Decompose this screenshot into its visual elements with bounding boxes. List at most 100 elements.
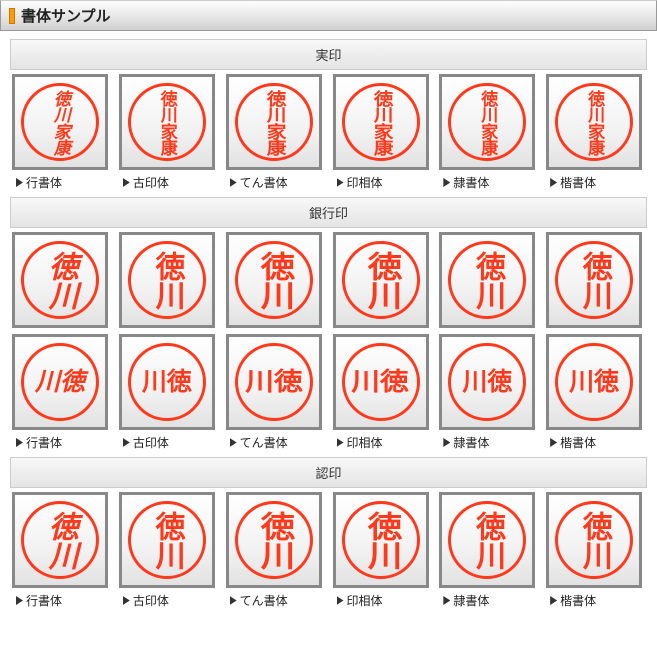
arrow-icon xyxy=(230,438,237,447)
seal-box[interactable]: 徳川家康 xyxy=(12,74,108,170)
seal-box[interactable]: 川徳 xyxy=(119,334,215,430)
font-style-name: 古印体 xyxy=(133,174,169,191)
seal-section: 認印徳川行書体徳川古印体徳川てん書体徳川印相体徳川隷書体徳川楷書体 xyxy=(10,457,647,609)
seal-cell: 徳川印相体 xyxy=(333,492,432,609)
seal-box[interactable]: 徳川 xyxy=(12,492,108,588)
font-style-name: 隷書体 xyxy=(453,434,489,451)
seal-box[interactable]: 徳川家康 xyxy=(333,74,429,170)
seal-circle: 川徳 xyxy=(342,343,420,421)
font-style-label: てん書体 xyxy=(226,174,325,191)
seal-circle: 徳川家康 xyxy=(235,83,313,161)
font-style-name: 行書体 xyxy=(26,434,62,451)
seal-cell: 徳川隷書体 xyxy=(439,492,538,609)
font-style-label: 隷書体 xyxy=(439,592,538,609)
seal-circle: 徳川 xyxy=(128,501,206,579)
font-style-label: 古印体 xyxy=(119,434,218,451)
seal-circle: 川徳 xyxy=(448,343,526,421)
seal-cell: 川徳楷書体 xyxy=(546,334,645,451)
seal-circle: 徳川 xyxy=(235,241,313,319)
arrow-icon xyxy=(16,178,23,187)
arrow-icon xyxy=(550,438,557,447)
seal-circle: 徳川家康 xyxy=(128,83,206,161)
seal-section: 実印徳川家康行書体徳川家康古印体徳川家康てん書体徳川家康印相体徳川家康隷書体徳川… xyxy=(10,39,647,191)
seal-circle: 徳川 xyxy=(21,501,99,579)
seal-circle: 徳川 xyxy=(21,241,99,319)
font-style-label: てん書体 xyxy=(226,434,325,451)
seal-cell: 徳川家康古印体 xyxy=(119,74,218,191)
seal-cell: 川徳隷書体 xyxy=(439,334,538,451)
seal-circle: 徳川家康 xyxy=(21,83,99,161)
seal-box[interactable]: 徳川家康 xyxy=(546,74,642,170)
seal-box[interactable]: 川徳 xyxy=(546,334,642,430)
seal-cell: 川徳行書体 xyxy=(12,334,111,451)
seal-box[interactable]: 徳川 xyxy=(439,232,535,328)
seal-cell: 徳川 xyxy=(333,232,432,328)
seal-box[interactable]: 徳川家康 xyxy=(439,74,535,170)
font-style-label: 印相体 xyxy=(333,434,432,451)
seal-box[interactable]: 徳川家康 xyxy=(226,74,322,170)
font-style-name: 隷書体 xyxy=(453,592,489,609)
font-style-label: 印相体 xyxy=(333,174,432,191)
content-area: 実印徳川家康行書体徳川家康古印体徳川家康てん書体徳川家康印相体徳川家康隷書体徳川… xyxy=(0,31,657,623)
seal-cell: 徳川 xyxy=(226,232,325,328)
seal-box[interactable]: 川徳 xyxy=(333,334,429,430)
panel-header: 書体サンプル xyxy=(0,0,657,31)
arrow-icon xyxy=(230,178,237,187)
font-style-label: 古印体 xyxy=(119,174,218,191)
seal-circle: 徳川 xyxy=(128,241,206,319)
seal-box[interactable]: 徳川 xyxy=(546,492,642,588)
seal-box[interactable]: 川徳 xyxy=(12,334,108,430)
section-title: 認印 xyxy=(10,457,647,488)
seal-cell: 徳川てん書体 xyxy=(226,492,325,609)
seal-box[interactable]: 徳川 xyxy=(546,232,642,328)
seal-cell: 徳川家康隷書体 xyxy=(439,74,538,191)
font-style-label: 楷書体 xyxy=(546,592,645,609)
seal-cell: 徳川家康印相体 xyxy=(333,74,432,191)
font-style-name: 印相体 xyxy=(347,592,383,609)
arrow-icon xyxy=(443,596,450,605)
seal-box[interactable]: 徳川 xyxy=(333,492,429,588)
seal-cell: 徳川楷書体 xyxy=(546,492,645,609)
seal-cell: 徳川家康てん書体 xyxy=(226,74,325,191)
seal-box[interactable]: 徳川 xyxy=(226,492,322,588)
seal-box[interactable]: 徳川 xyxy=(333,232,429,328)
seal-circle: 徳川家康 xyxy=(555,83,633,161)
seal-box[interactable]: 川徳 xyxy=(439,334,535,430)
seal-circle: 徳川 xyxy=(342,501,420,579)
font-style-name: 行書体 xyxy=(26,174,62,191)
font-style-label: 隷書体 xyxy=(439,174,538,191)
panel-title: 書体サンプル xyxy=(21,5,111,26)
font-style-name: 古印体 xyxy=(133,592,169,609)
seal-box[interactable]: 徳川 xyxy=(119,232,215,328)
seal-box[interactable]: 川徳 xyxy=(226,334,322,430)
seal-cell: 徳川古印体 xyxy=(119,492,218,609)
arrow-icon xyxy=(337,438,344,447)
section-title: 実印 xyxy=(10,39,647,70)
font-style-label: 行書体 xyxy=(12,174,111,191)
seal-box[interactable]: 徳川 xyxy=(119,492,215,588)
seal-circle: 徳川家康 xyxy=(448,83,526,161)
section-title: 銀行印 xyxy=(10,197,647,228)
seal-circle: 川徳 xyxy=(128,343,206,421)
seal-circle: 徳川 xyxy=(555,501,633,579)
seal-box[interactable]: 徳川家康 xyxy=(119,74,215,170)
font-style-name: てん書体 xyxy=(240,174,288,191)
seal-box[interactable]: 徳川 xyxy=(226,232,322,328)
font-style-name: てん書体 xyxy=(240,592,288,609)
arrow-icon xyxy=(16,438,23,447)
font-style-name: てん書体 xyxy=(240,434,288,451)
arrow-icon xyxy=(123,178,130,187)
seal-cell: 川徳てん書体 xyxy=(226,334,325,451)
arrow-icon xyxy=(123,596,130,605)
seal-circle: 徳川 xyxy=(448,241,526,319)
arrow-icon xyxy=(550,178,557,187)
seal-box[interactable]: 徳川 xyxy=(439,492,535,588)
font-style-name: 行書体 xyxy=(26,592,62,609)
seal-circle: 川徳 xyxy=(235,343,313,421)
seal-cell: 川徳古印体 xyxy=(119,334,218,451)
font-style-label: 印相体 xyxy=(333,592,432,609)
seal-box[interactable]: 徳川 xyxy=(12,232,108,328)
font-style-label: てん書体 xyxy=(226,592,325,609)
font-style-label: 古印体 xyxy=(119,592,218,609)
arrow-icon xyxy=(337,178,344,187)
